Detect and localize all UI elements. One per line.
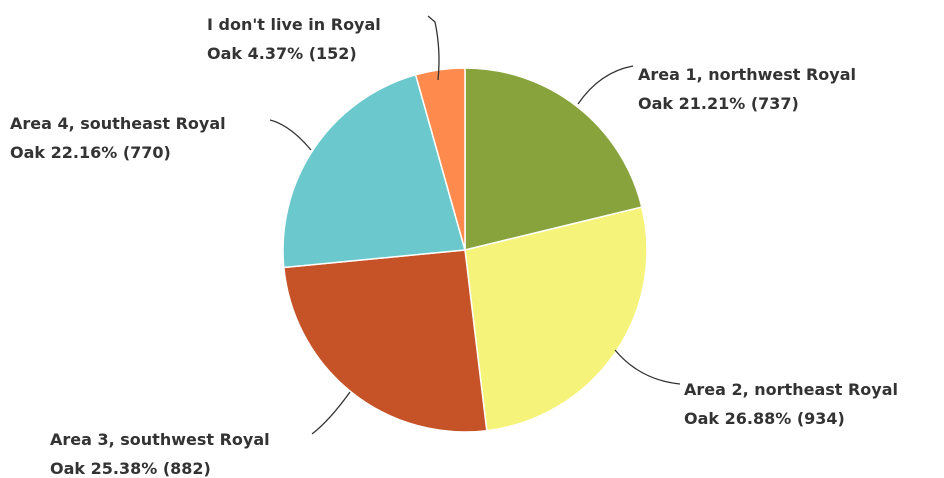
pie-slice-5 <box>414 67 466 251</box>
slice-label-3-line-1: Area 3, southwest Royal <box>50 430 270 449</box>
pie-slice-4 <box>282 73 466 269</box>
leader-line-1 <box>577 65 634 105</box>
leader-lines <box>269 15 681 435</box>
slice-label-1-line-2: Oak 21.21% (737) <box>638 94 799 113</box>
slice-label-1-line-1: Area 1, northwest Royal <box>638 65 856 84</box>
slice-label-2-line-1: Area 2, northeast Royal <box>684 380 898 399</box>
slice-label-5-line-2: Oak 4.37% (152) <box>207 44 357 63</box>
slice-label-3-line-2: Oak 25.38% (882) <box>50 459 211 478</box>
pie-slice-2 <box>464 206 648 432</box>
slice-label-4-line-2: Oak 22.16% (770) <box>10 143 171 162</box>
leader-line-5 <box>427 15 440 81</box>
slice-label-4-line-1: Area 4, southeast Royal <box>10 114 226 133</box>
slice-labels: Area 1, northwest Royal Oak 21.21% (737) A… <box>10 15 898 478</box>
slice-label-2-line-2: Oak 26.88% (934) <box>684 409 845 428</box>
leader-line-2 <box>614 349 681 385</box>
pie-slice-1 <box>464 67 643 251</box>
leader-line-3 <box>311 391 351 435</box>
slice-label-5-line-1: I don't live in Royal <box>207 15 381 34</box>
pie-slice-3 <box>283 249 488 433</box>
leader-line-4 <box>269 119 312 151</box>
pie-slices <box>282 67 648 433</box>
